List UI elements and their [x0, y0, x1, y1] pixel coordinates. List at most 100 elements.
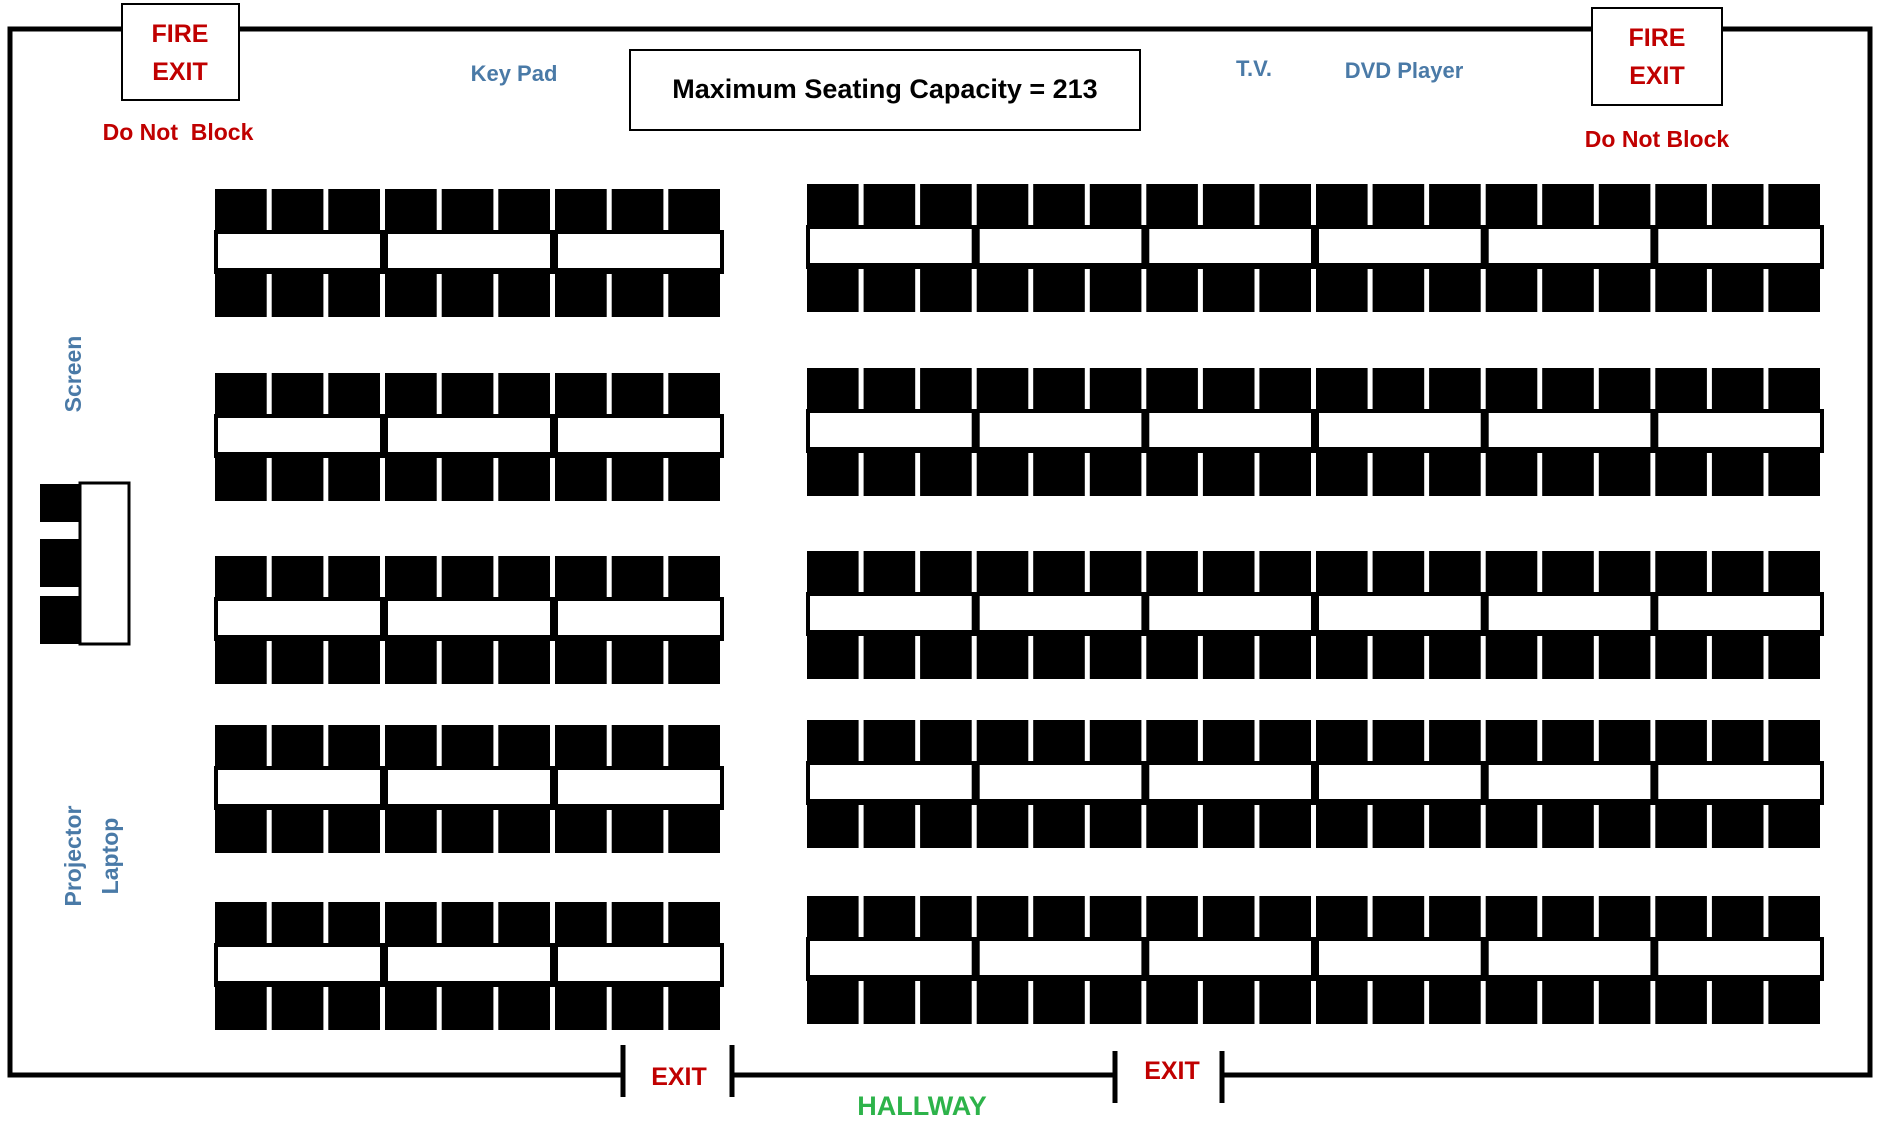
seat: [1202, 184, 1255, 229]
table: [1319, 413, 1481, 447]
seat: [611, 804, 664, 853]
seat: [328, 452, 380, 501]
seat: [215, 635, 267, 684]
seat: [271, 902, 324, 947]
seat: [215, 373, 267, 418]
table: [810, 765, 972, 799]
seat: [1542, 896, 1594, 941]
seat: [1768, 896, 1820, 941]
seat: [976, 799, 1029, 848]
seat: [863, 896, 916, 941]
seat: [1146, 896, 1198, 941]
seat: [1146, 630, 1198, 679]
seat: [1598, 720, 1651, 765]
seat: [611, 981, 664, 1030]
seat: [863, 184, 916, 229]
seat: [1655, 447, 1707, 496]
seat: [976, 551, 1029, 596]
seat: [1146, 184, 1198, 229]
table-frame: [806, 761, 1824, 805]
seat: [498, 725, 550, 770]
presenter-seat: [40, 596, 82, 644]
seat: [498, 902, 550, 947]
seat: [271, 373, 324, 418]
seat: [385, 981, 437, 1030]
seat: [976, 720, 1029, 765]
seat: [668, 373, 720, 418]
seat: [1655, 896, 1707, 941]
seat: [1316, 799, 1368, 848]
seat: [328, 981, 380, 1030]
seat: [807, 263, 859, 312]
seat: [1089, 799, 1142, 848]
seat: [1429, 630, 1481, 679]
fire-exit-right-line2: EXIT: [1629, 62, 1685, 90]
seat: [1202, 896, 1255, 941]
seat: [1372, 184, 1425, 229]
seat: [385, 556, 437, 601]
seat: [1542, 184, 1594, 229]
table: [388, 601, 550, 635]
laptop-label: Laptop: [97, 818, 123, 895]
seat: [1768, 720, 1820, 765]
seat: [1598, 447, 1651, 496]
seat: [976, 184, 1029, 229]
table: [979, 941, 1142, 975]
seat: [1429, 368, 1481, 413]
seat: [1316, 551, 1368, 596]
seat: [1485, 975, 1538, 1024]
seat: [1146, 720, 1198, 765]
seat: [1146, 551, 1198, 596]
seat: [555, 725, 607, 770]
seat: [1316, 896, 1368, 941]
seat: [1146, 447, 1198, 496]
seat: [1655, 263, 1707, 312]
seat: [976, 447, 1029, 496]
seat: [863, 447, 916, 496]
projector-label: Projector: [60, 805, 86, 906]
seat: [611, 902, 664, 947]
seat: [1429, 975, 1481, 1024]
seating-row: [806, 184, 1824, 312]
seat: [1089, 896, 1142, 941]
table-frame: [806, 409, 1824, 453]
seat: [1485, 184, 1538, 229]
seat: [1429, 263, 1481, 312]
table: [810, 596, 972, 630]
table: [1658, 596, 1820, 630]
table: [1658, 229, 1820, 263]
seat: [215, 268, 267, 317]
seat: [1372, 368, 1425, 413]
seat: [1316, 447, 1368, 496]
seat: [1372, 630, 1425, 679]
seat: [1259, 447, 1311, 496]
seat: [1033, 263, 1085, 312]
seat: [1372, 896, 1425, 941]
table-frame: [806, 225, 1824, 269]
table-frame: [806, 592, 1824, 636]
seat: [863, 263, 916, 312]
seat: [1429, 551, 1481, 596]
seat: [1429, 720, 1481, 765]
seat: [1598, 263, 1651, 312]
seating-block-right: [806, 184, 1824, 1024]
seat: [863, 975, 916, 1024]
seat: [1711, 447, 1764, 496]
seat: [215, 902, 267, 947]
seat: [976, 975, 1029, 1024]
seat: [1655, 551, 1707, 596]
seat: [1372, 799, 1425, 848]
table: [1319, 229, 1481, 263]
presenter-seat: [40, 539, 82, 587]
seat: [555, 902, 607, 947]
table: [810, 941, 972, 975]
seat: [976, 263, 1029, 312]
seat: [1598, 551, 1651, 596]
seat: [1033, 975, 1085, 1024]
seat: [1768, 975, 1820, 1024]
seat: [1202, 799, 1255, 848]
seat: [1768, 184, 1820, 229]
seat: [1598, 975, 1651, 1024]
seat: [1711, 184, 1764, 229]
table: [1149, 765, 1311, 799]
